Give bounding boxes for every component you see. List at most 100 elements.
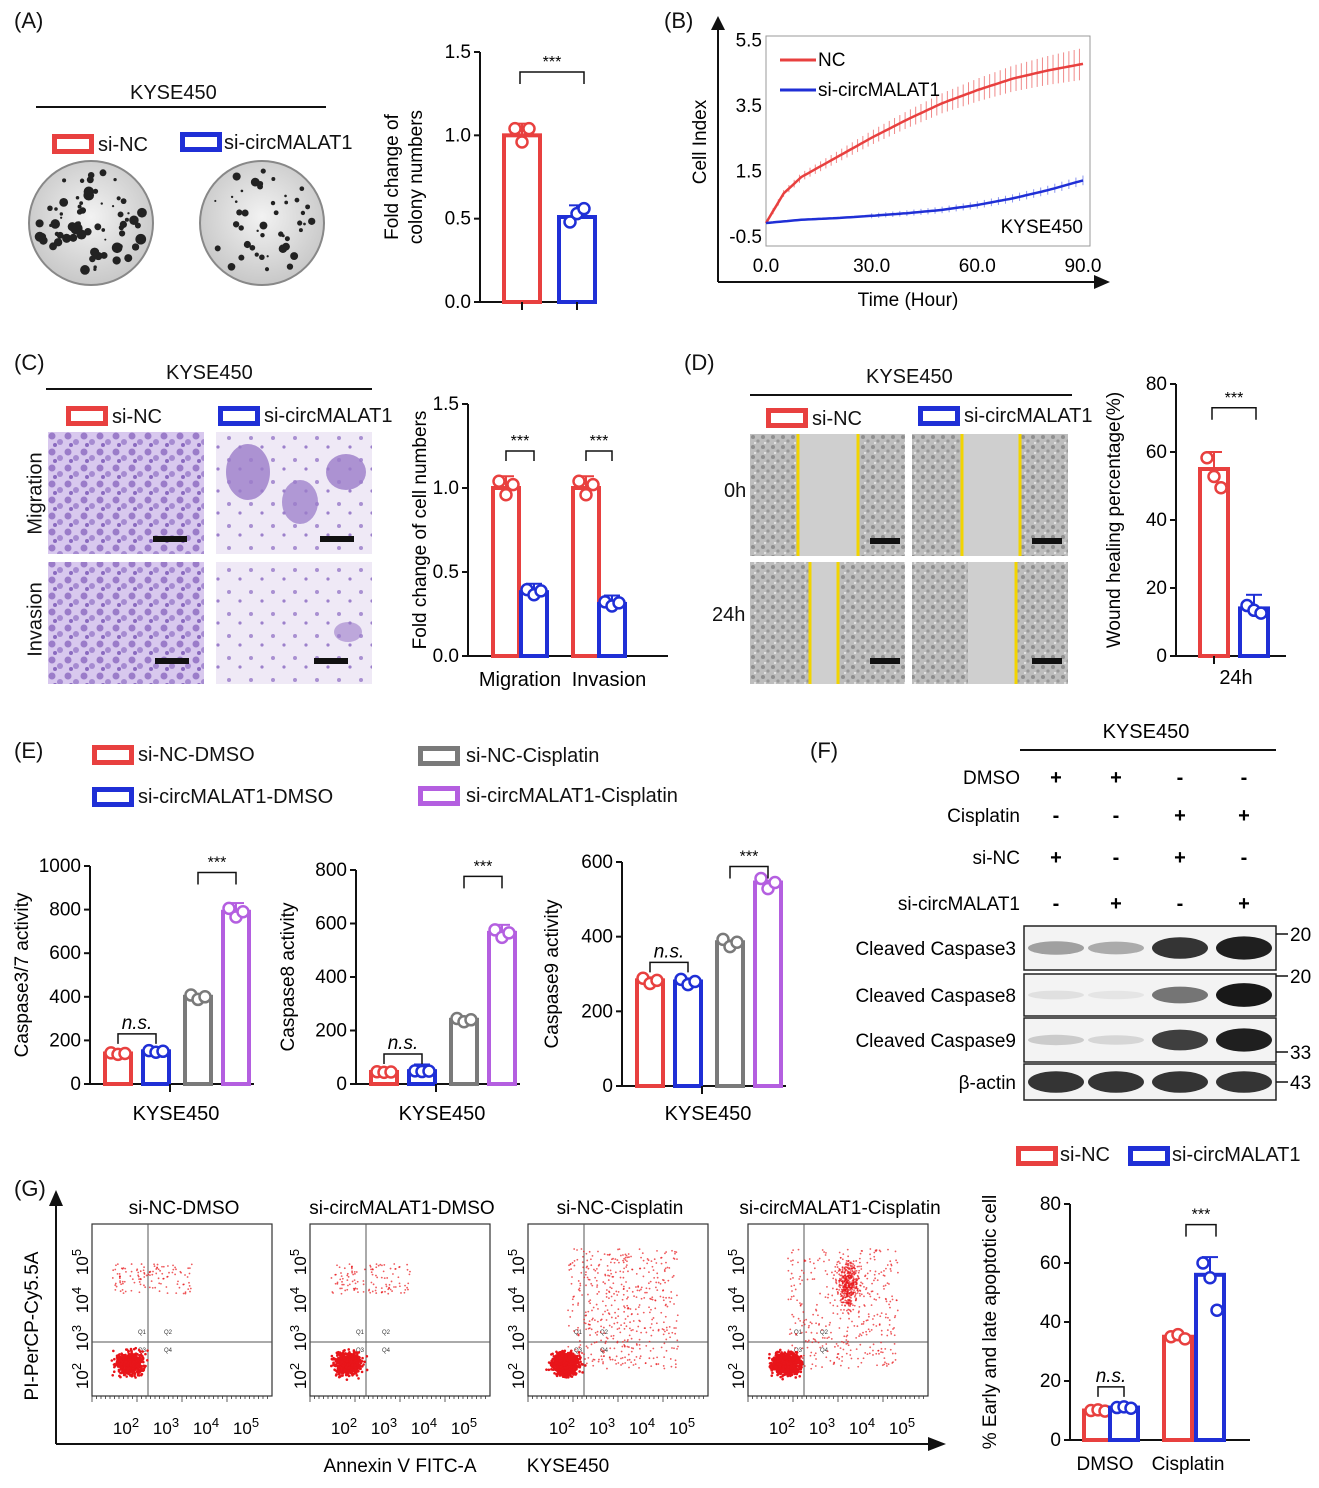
flow-event <box>782 1370 786 1374</box>
flow-event <box>172 1268 175 1271</box>
flow-event <box>627 1315 629 1318</box>
flow-event <box>153 1263 155 1266</box>
flow-event <box>141 1350 144 1353</box>
flow-event <box>113 1362 117 1366</box>
blot-band <box>1216 1071 1272 1093</box>
panel-e-label: (E) <box>14 738 44 763</box>
colony-dot <box>234 200 238 203</box>
y-axis-arrow <box>49 1190 63 1206</box>
flow-event <box>190 1263 193 1266</box>
flow-event <box>623 1257 626 1260</box>
flow-event <box>153 1265 156 1268</box>
colony-dot <box>47 205 53 212</box>
flow-event <box>578 1353 581 1356</box>
flow-event <box>174 1273 177 1276</box>
panel-c-cell-line: KYSE450 <box>166 362 253 384</box>
flow-event <box>119 1281 122 1284</box>
treatment-sign: - <box>1113 805 1120 827</box>
flow-x-tick: 105 <box>451 1415 477 1438</box>
colony-dot <box>214 199 217 203</box>
flow-event <box>581 1351 583 1354</box>
panel-a-cell-line: KYSE450 <box>130 82 217 104</box>
flow-event <box>616 1321 619 1324</box>
colony-dot <box>257 180 264 187</box>
flow-event <box>573 1353 576 1356</box>
flow-event <box>576 1249 578 1251</box>
flow-event <box>823 1251 825 1253</box>
flow-event <box>608 1297 610 1300</box>
flow-event <box>122 1282 124 1285</box>
flow-plot-title: si-circMALAT1-DMSO <box>309 1198 494 1219</box>
flow-event <box>830 1331 832 1334</box>
colony-dot <box>56 231 64 239</box>
flow-event <box>337 1351 341 1355</box>
data-point <box>688 974 702 989</box>
flow-event <box>654 1299 657 1302</box>
flow-event <box>558 1356 562 1360</box>
flow-event <box>645 1344 648 1347</box>
flow-event <box>842 1312 844 1315</box>
flow-event <box>335 1359 338 1363</box>
flow-event <box>610 1261 612 1264</box>
flow-event <box>662 1296 665 1299</box>
flow-event <box>600 1339 603 1342</box>
flow-event <box>591 1360 594 1363</box>
flow-event <box>872 1343 875 1346</box>
flow-event <box>652 1357 655 1360</box>
flow-event <box>664 1267 667 1270</box>
bar <box>519 590 549 659</box>
flow-event <box>563 1359 566 1363</box>
flow-event <box>855 1336 858 1339</box>
flow-event <box>178 1286 181 1289</box>
flow-event <box>371 1290 374 1293</box>
flow-event <box>385 1283 387 1286</box>
flow-event <box>631 1268 634 1271</box>
flow-event <box>635 1272 638 1275</box>
blot-band <box>1028 1071 1084 1093</box>
flow-event <box>160 1282 162 1285</box>
flow-event <box>350 1370 354 1374</box>
blot-band <box>1028 941 1084 955</box>
flow-event <box>655 1262 658 1264</box>
colony-dot <box>230 195 234 199</box>
colony-dot <box>270 200 276 206</box>
legend-swatch-si-nc-cisplatin <box>418 746 460 766</box>
flow-event <box>831 1294 834 1297</box>
flow-event <box>665 1296 667 1299</box>
flow-event <box>355 1374 359 1377</box>
flow-event <box>393 1286 395 1288</box>
colony-dot <box>260 232 265 238</box>
flow-event <box>621 1357 624 1359</box>
colony-dot <box>236 209 243 216</box>
flow-event <box>132 1347 136 1351</box>
y-tick-label: 400 <box>49 987 81 1008</box>
flow-event <box>610 1316 613 1319</box>
flow-event <box>776 1359 780 1363</box>
data-point <box>1214 480 1228 495</box>
flow-event <box>606 1253 609 1256</box>
flow-event <box>370 1268 372 1271</box>
flow-event <box>184 1274 186 1276</box>
flow-event <box>615 1362 618 1365</box>
flow-event <box>587 1357 590 1359</box>
quadrant-label: Q2 <box>820 1330 829 1336</box>
flow-event <box>674 1252 676 1255</box>
flow-event <box>656 1289 659 1292</box>
flow-event <box>834 1270 837 1273</box>
flow-event <box>637 1306 640 1309</box>
flow-event <box>558 1359 562 1363</box>
flow-x-tick: 102 <box>331 1415 357 1438</box>
flow-event <box>146 1358 149 1362</box>
flow-event <box>622 1340 624 1343</box>
flow-event <box>577 1326 579 1329</box>
flow-event <box>130 1374 134 1378</box>
flow-event <box>617 1362 620 1364</box>
flow-event <box>648 1340 651 1343</box>
flow-x-tick: 103 <box>589 1415 615 1438</box>
colony-dot <box>232 172 241 181</box>
y-axis-label: Fold change of <box>382 113 403 239</box>
flow-event <box>643 1296 646 1299</box>
flow-event <box>622 1293 625 1296</box>
flow-event <box>668 1326 671 1328</box>
flow-event <box>166 1275 169 1278</box>
